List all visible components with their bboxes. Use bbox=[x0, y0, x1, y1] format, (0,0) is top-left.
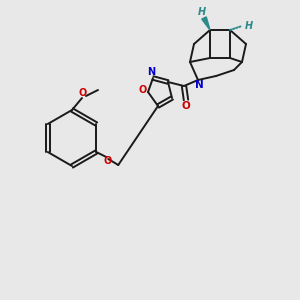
Text: O: O bbox=[103, 156, 111, 166]
Text: O: O bbox=[139, 85, 147, 95]
Text: O: O bbox=[79, 88, 87, 98]
Text: H: H bbox=[245, 21, 253, 31]
Text: N: N bbox=[195, 80, 203, 90]
Text: N: N bbox=[147, 67, 155, 77]
Text: H: H bbox=[198, 7, 206, 17]
Text: O: O bbox=[182, 101, 190, 111]
Polygon shape bbox=[202, 17, 210, 30]
